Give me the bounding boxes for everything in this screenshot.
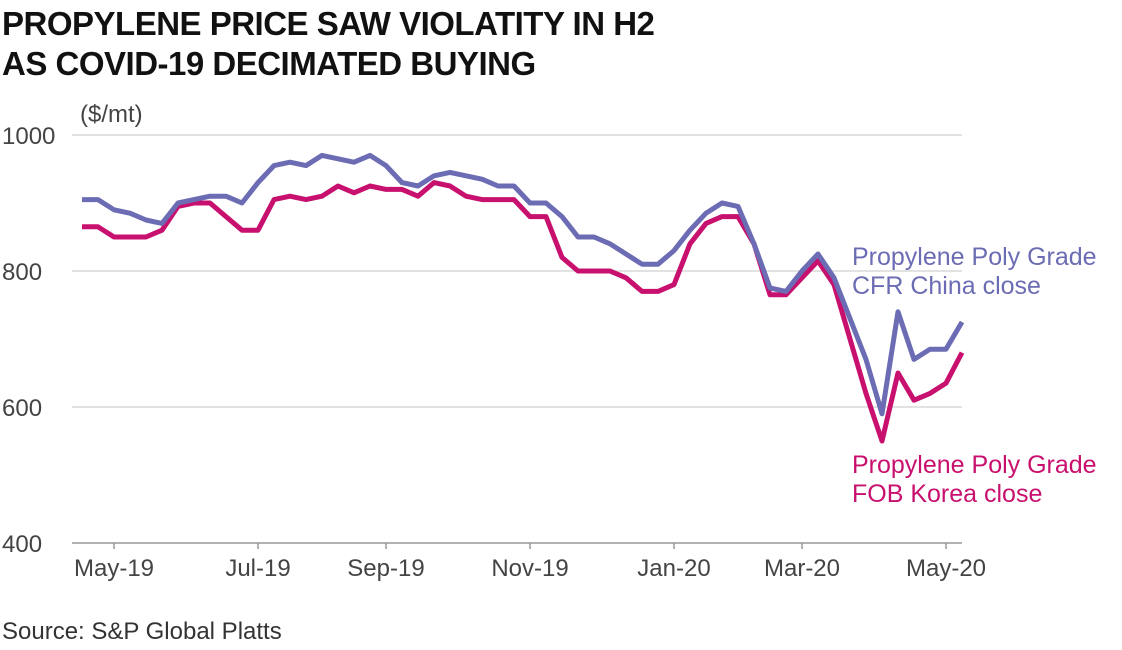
x-tick-label: Mar-20 [764, 555, 840, 582]
y-tick-label: 800 [2, 259, 42, 286]
legend-entry: Propylene Poly Grade CFR China close [852, 243, 1097, 300]
series-line [82, 180, 965, 444]
series-line [82, 152, 965, 417]
y-tick-label: 400 [2, 531, 42, 558]
y-tick-label: 600 [2, 395, 42, 422]
chart-title: PROPYLENE PRICE SAW VIOLATITY IN H2 AS C… [2, 5, 655, 82]
y-tick-label: 1000 [2, 123, 55, 150]
x-tick-label: Sep-19 [347, 555, 424, 582]
legend-entry: Propylene Poly Grade FOB Korea close [852, 451, 1097, 508]
x-tick-label: Jul-19 [225, 555, 290, 582]
x-tick-label: Nov-19 [491, 555, 568, 582]
x-tick-label: Jan-20 [637, 555, 710, 582]
y-axis-label: ($/mt) [80, 101, 143, 128]
x-tick-label: May-20 [906, 555, 986, 582]
x-tick-label: May-19 [74, 555, 154, 582]
source-note: Source: S&P Global Platts [2, 618, 282, 645]
